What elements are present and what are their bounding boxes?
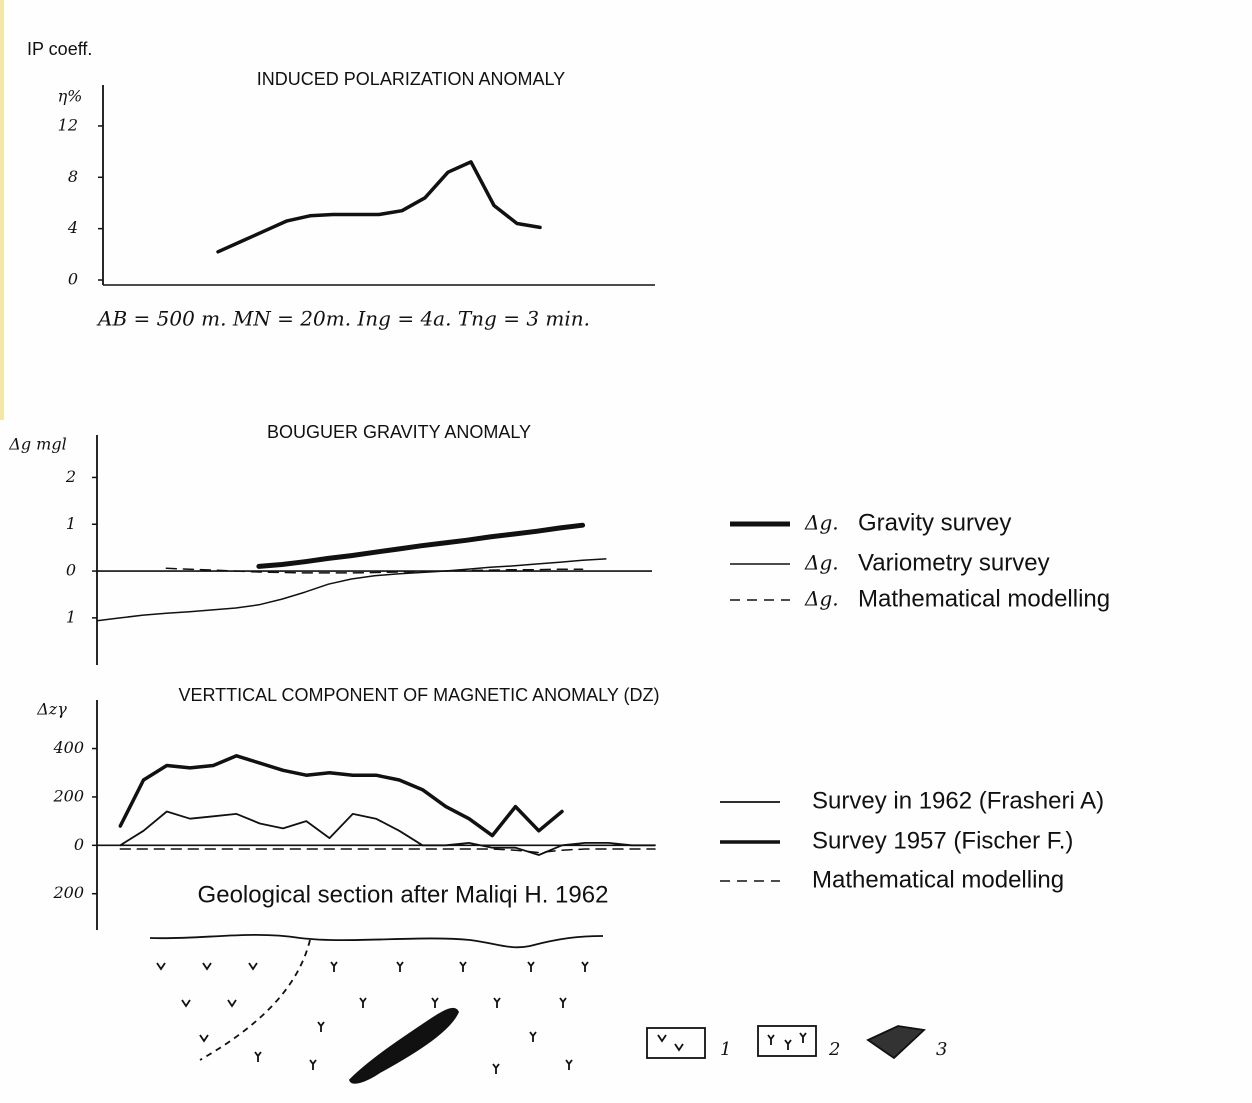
y-tick-label: 0 xyxy=(74,835,84,854)
legend-box-2 xyxy=(757,1025,817,1057)
y-tick-label: 0 xyxy=(66,561,76,580)
corner-label: IP coeff. xyxy=(27,39,92,59)
y-tick-label: 1 xyxy=(66,514,76,533)
legend-box-2-symbols xyxy=(767,1032,807,1050)
y-tick-label: 200 xyxy=(52,786,84,805)
legend-symbol: Δg. xyxy=(804,511,839,535)
data-line xyxy=(216,160,542,254)
y-tick-label: 12 xyxy=(58,115,78,134)
y-axis-label: Δg mgl xyxy=(8,435,66,454)
legend-label: Variometry survey xyxy=(858,549,1050,576)
y-tick-label: 8 xyxy=(68,167,78,186)
data-line xyxy=(256,522,586,569)
data-line xyxy=(118,754,564,838)
legend-box-3 xyxy=(866,1025,926,1060)
legend-label: Mathematical modelling xyxy=(812,866,1064,893)
chart-title: BOUGUER GRAVITY ANOMALY xyxy=(267,422,531,442)
annotation: AB = 500 m. MN = 20m. Ing = 4a. Tng = 3 … xyxy=(96,307,590,331)
surface xyxy=(149,933,604,949)
section-drawing xyxy=(149,933,926,1084)
legend-label: Survey in 1962 (Frasheri A) xyxy=(812,787,1104,814)
legend-number: 3 xyxy=(936,1039,947,1060)
data-line xyxy=(119,848,656,854)
chart-title: INDUCED POLARIZATION ANOMALY xyxy=(257,69,565,89)
v-symbols xyxy=(156,962,258,1043)
legend-label: Survey 1957 (Fischer F.) xyxy=(812,827,1073,854)
legend-number: 2 xyxy=(828,1039,840,1060)
chart-title: VERTTICAL COMPONENT OF MAGNETIC ANOMALY … xyxy=(178,685,659,705)
y-tick-label: 1 xyxy=(66,607,76,626)
y-tick-label: 200 xyxy=(52,883,84,902)
y-axis-label: Δzγ xyxy=(36,700,67,719)
legend-number: 1 xyxy=(720,1039,731,1060)
data-line xyxy=(96,558,607,622)
y-symbols xyxy=(254,961,589,1074)
y-tick-label: 4 xyxy=(67,218,78,237)
section-title: Geological section after Maliqi H. 1962 xyxy=(198,881,609,908)
scan-edge xyxy=(0,0,4,420)
legend-symbol: Δg. xyxy=(804,551,839,575)
ore-body xyxy=(348,1007,459,1084)
legend-label: Gravity survey xyxy=(858,509,1011,536)
y-tick-label: 400 xyxy=(52,738,84,757)
y-tick-label: 0 xyxy=(68,270,78,289)
legend-box-1-symbols xyxy=(657,1034,684,1052)
data-line xyxy=(165,567,584,574)
legend-label: Mathematical modelling xyxy=(858,585,1110,612)
y-axis-label: η% xyxy=(58,87,83,106)
data-line xyxy=(119,810,656,856)
legend-box-1 xyxy=(646,1027,706,1059)
y-tick-label: 2 xyxy=(65,467,76,486)
legend-symbol: Δg. xyxy=(804,587,839,611)
contact xyxy=(199,939,311,1061)
